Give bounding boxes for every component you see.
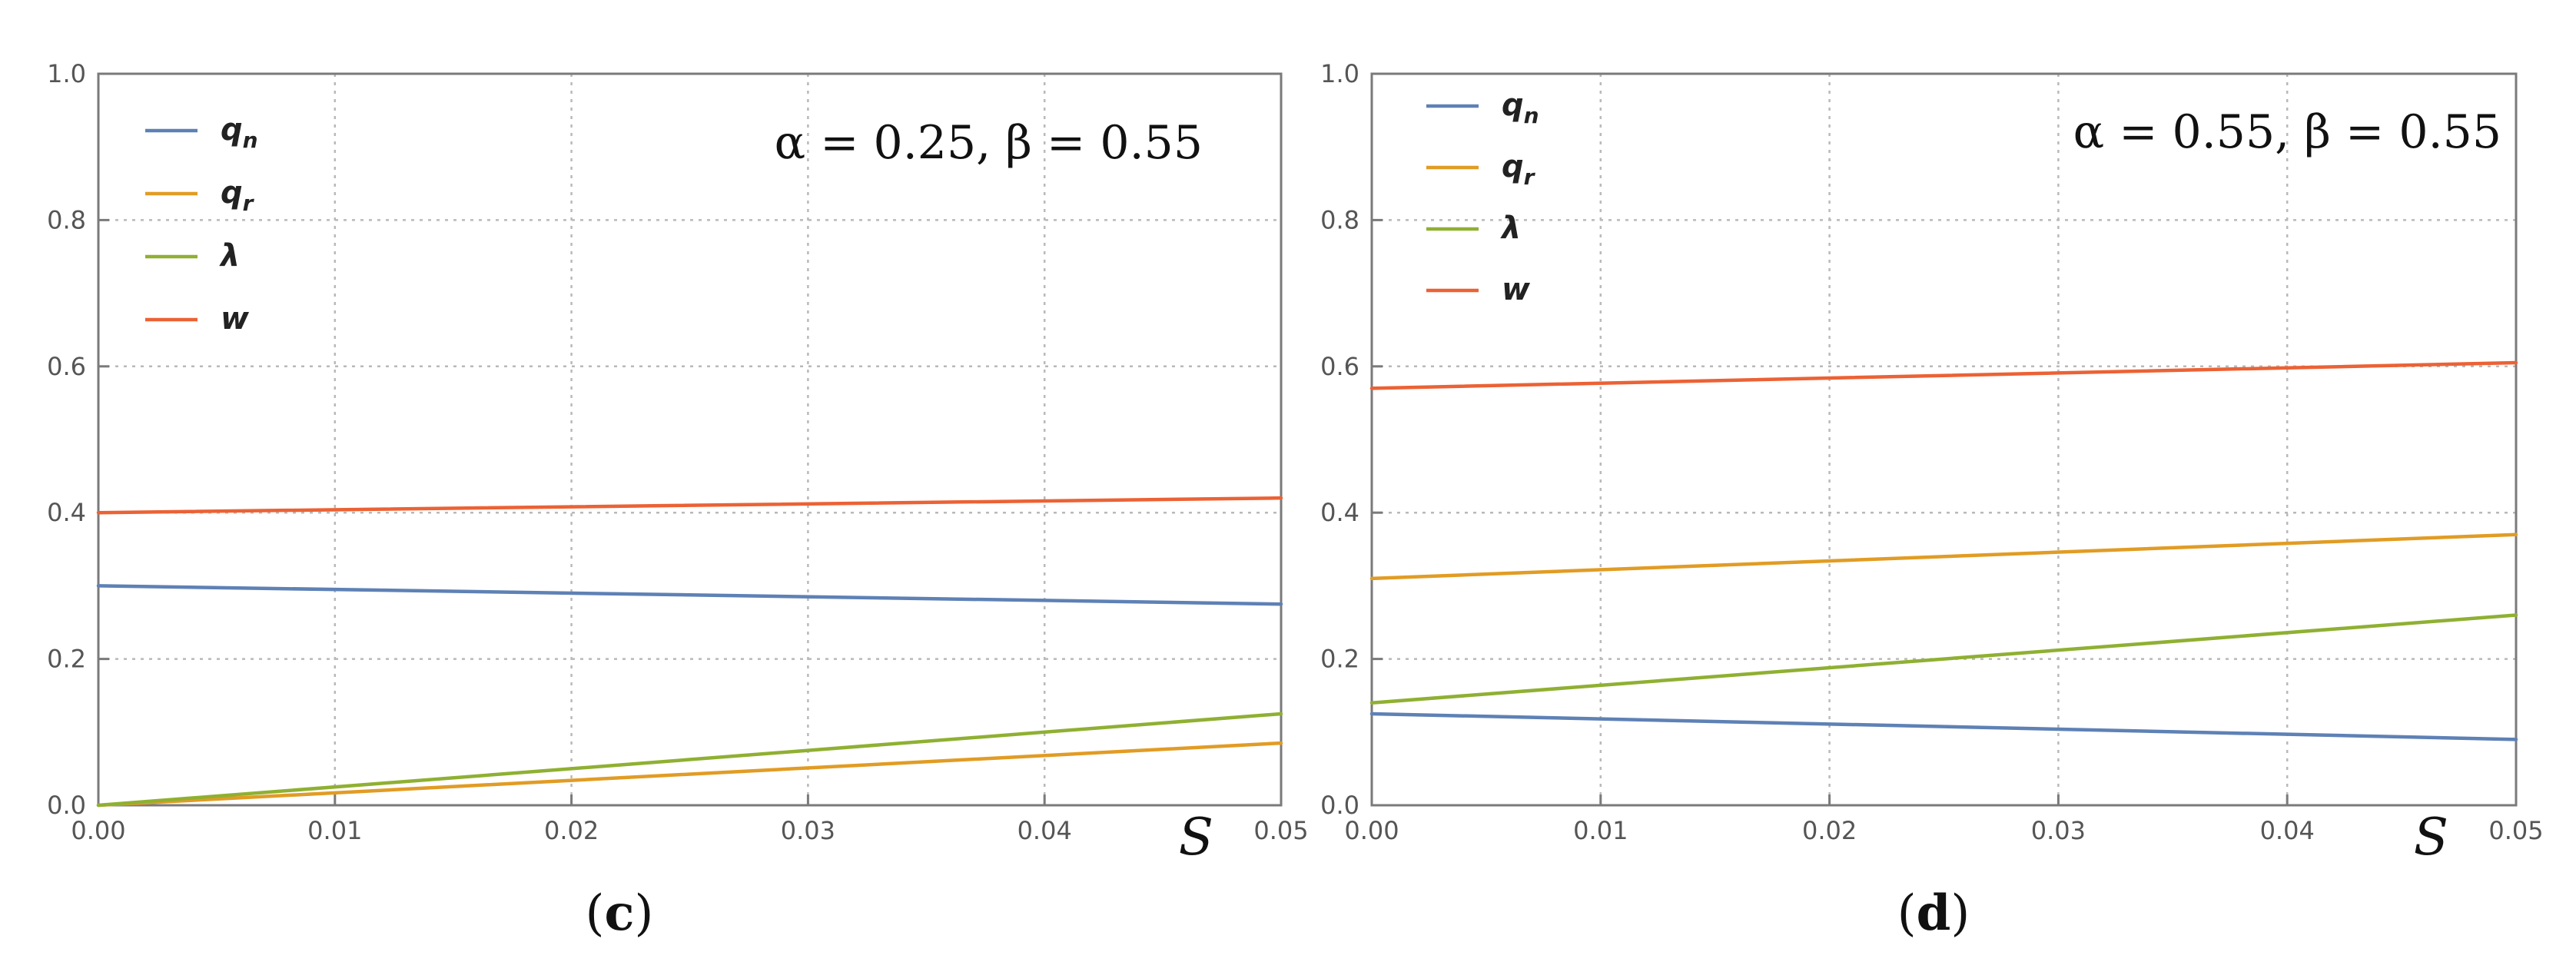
parameter-annotation: α = 0.25, β = 0.55 [775, 116, 1203, 170]
y-tick-label: 0.4 [47, 498, 86, 527]
plot-frame [97, 72, 1283, 807]
x-tick-label: 0.01 [307, 816, 362, 845]
y-tick-label: 1.0 [47, 59, 86, 88]
chart-panel-1: 0.00 0.01 0.02 0.03 0.04 0.05 0.0 0.2 0.4 0.6 0.8 1… [47, 59, 1309, 942]
y-tick-label: 0.6 [1320, 352, 1359, 381]
panel-caption: (c) [586, 884, 654, 942]
x-tick-label: 0.03 [2031, 816, 2086, 845]
series-line-q-r [1369, 532, 2518, 581]
chart-panel-2: 0.00 0.01 0.02 0.03 0.04 0.05 0.0 0.2 0.4 0.6 0.8 1… [1320, 59, 2544, 942]
x-tick-label: 0.00 [1344, 816, 1399, 845]
x-tick-label: 0.05 [1253, 816, 1308, 845]
legend-label: λ [1500, 211, 1521, 246]
parameter-annotation: α = 0.55, β = 0.55 [2073, 105, 2501, 159]
x-tick-label: 0.01 [1573, 816, 1628, 845]
y-tick-label: 0.0 [47, 791, 86, 820]
series-line-lambda [96, 712, 1283, 808]
y-tick-label: 0.2 [47, 645, 86, 674]
x-tick-label: 0.02 [544, 816, 599, 845]
plot-frame [1370, 72, 2518, 807]
x-tick-label: 0.05 [2488, 816, 2543, 845]
y-tick-label: 0.4 [1320, 498, 1359, 527]
y-tick-label: 0.0 [1320, 791, 1359, 820]
x-tick-label: 0.00 [71, 816, 125, 845]
y-tick-label: 0.2 [1320, 645, 1359, 674]
x-tick-label: 0.02 [1802, 816, 1857, 845]
plot-area [1372, 74, 2516, 805]
series-line-q-n [96, 584, 1283, 606]
x-tick-label: 0.03 [781, 816, 835, 845]
y-tick-label: 0.6 [47, 352, 86, 381]
legend-label: λ [219, 238, 240, 274]
legend-label: w [221, 301, 250, 337]
y-tick-label: 0.8 [1320, 205, 1359, 234]
series-line-w [96, 496, 1283, 515]
y-tick-label: 0.8 [47, 205, 86, 234]
series-line-w [1369, 360, 2518, 390]
y-tick-label: 1.0 [1320, 59, 1359, 88]
x-tick-label: 0.04 [2260, 816, 2315, 845]
x-axis-label: S [1179, 808, 1213, 867]
series-line-lambda [1369, 613, 2518, 705]
x-axis-label: S [2414, 808, 2448, 867]
plot-area [98, 74, 1281, 805]
legend-label: w [1502, 272, 1531, 307]
x-tick-label: 0.04 [1017, 816, 1072, 845]
series-line-q-r [96, 741, 1283, 808]
series-line-q-n [1369, 712, 2518, 741]
panel-caption: (d) [1897, 884, 1970, 942]
